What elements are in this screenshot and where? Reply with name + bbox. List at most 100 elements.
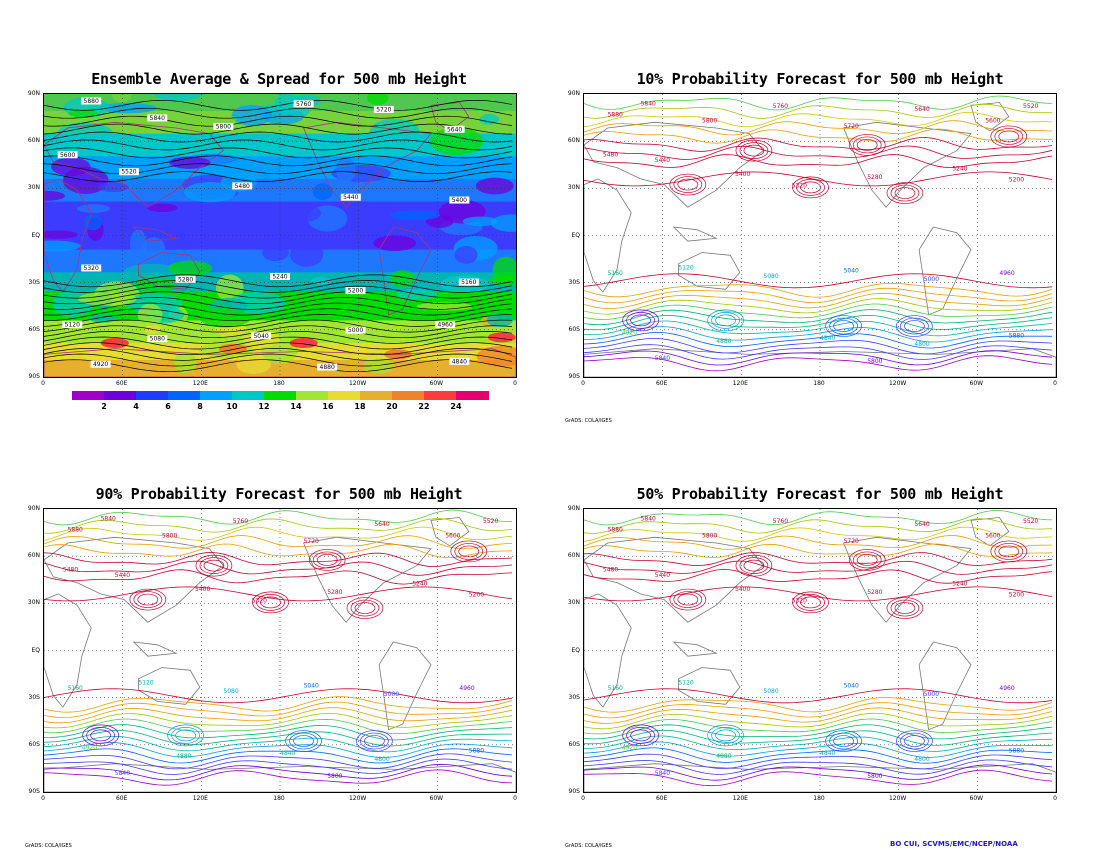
spread-fill-plot: 5880 5840 5800 5760 5720 5640 5600 5520 5480 5440…	[44, 94, 516, 377]
colorbar-tick-label: 10	[226, 402, 238, 411]
latitude-label: 60N	[27, 137, 40, 145]
colorbar-segment	[232, 391, 265, 400]
longitude-label: 120W	[888, 795, 907, 802]
svg-text:5040: 5040	[304, 682, 319, 689]
longitude-label: 0	[41, 795, 45, 802]
svg-text:5840: 5840	[641, 515, 656, 522]
svg-text:4800: 4800	[914, 341, 929, 348]
svg-text:5240: 5240	[952, 580, 967, 587]
svg-text:5000: 5000	[924, 276, 939, 283]
map-ensemble-average: 5880 5840 5800 5760 5720 5640 5600 5520 5480 5440…	[43, 93, 517, 378]
svg-text:4880: 4880	[716, 753, 731, 760]
longitude-label: 60W	[429, 795, 444, 802]
svg-text:5800: 5800	[702, 532, 717, 539]
longitude-label: 0	[513, 795, 517, 802]
svg-text:5880: 5880	[469, 747, 484, 754]
svg-text:5320: 5320	[252, 597, 267, 604]
latitude-label: 60S	[568, 740, 580, 748]
svg-text:5800: 5800	[216, 123, 231, 130]
longitude-label: 0	[1053, 795, 1057, 802]
latitude-label: 90S	[568, 788, 580, 795]
svg-text:5040: 5040	[844, 267, 859, 274]
svg-text:4840: 4840	[820, 750, 835, 757]
grads-stamp-3: GrADS: COLA/IGES	[565, 843, 612, 849]
svg-text:5440: 5440	[115, 572, 130, 579]
svg-text:5320: 5320	[792, 182, 807, 189]
svg-text:5840: 5840	[115, 770, 130, 777]
svg-text:5280: 5280	[327, 589, 342, 596]
latitude-label: 60N	[567, 552, 580, 560]
svg-text:5600: 5600	[985, 117, 1000, 124]
svg-text:5480: 5480	[63, 566, 78, 573]
svg-text:4960: 4960	[459, 685, 474, 692]
colorbar-segment	[168, 391, 201, 400]
svg-text:5640: 5640	[447, 126, 462, 133]
svg-text:4840: 4840	[280, 750, 295, 757]
colorbar-tick-label: 18	[354, 402, 366, 411]
longitude-label: 180	[813, 380, 825, 387]
latitude-label: 60S	[28, 325, 40, 333]
svg-text:5800: 5800	[702, 117, 717, 124]
longitude-label: 180	[813, 795, 825, 802]
svg-text:4960: 4960	[438, 322, 453, 329]
svg-text:5000: 5000	[348, 327, 363, 334]
latitude-label: 60S	[568, 325, 580, 333]
longitude-label: 60E	[655, 795, 668, 802]
svg-text:5200: 5200	[1009, 177, 1024, 184]
svg-text:5720: 5720	[376, 106, 391, 113]
colorbar-tick-label: 22	[418, 402, 430, 411]
svg-text:4920: 4920	[622, 745, 637, 752]
colorbar-tick-label: 2	[101, 402, 107, 411]
latitude-label: 30S	[568, 278, 580, 286]
svg-text:5200: 5200	[469, 592, 484, 599]
svg-text:5520: 5520	[121, 169, 136, 176]
svg-text:4920: 4920	[93, 361, 108, 368]
svg-text:5760: 5760	[233, 518, 248, 525]
latitude-label: 90S	[28, 373, 40, 380]
colorbar-tick-label: 12	[258, 402, 270, 411]
longitude-label: 60W	[969, 380, 984, 387]
colorbar-segment	[328, 391, 361, 400]
svg-text:5400: 5400	[195, 586, 210, 593]
latitude-label: 90N	[567, 90, 580, 97]
latitude-label: 30S	[28, 278, 40, 286]
svg-text:5600: 5600	[60, 152, 75, 159]
latitude-label: 30N	[27, 599, 40, 607]
svg-text:5880: 5880	[608, 112, 623, 119]
longitude-label: 0	[581, 380, 585, 387]
latitude-label: 90N	[27, 505, 40, 512]
longitude-label: 60W	[429, 380, 444, 387]
colorbar-tick-label: 14	[290, 402, 302, 411]
longitude-label: 120E	[192, 380, 208, 387]
svg-text:4800: 4800	[374, 756, 389, 763]
latitude-label: EQ	[31, 646, 40, 654]
colorbar-tick-label: 4	[133, 402, 139, 411]
longitude-label: 60E	[115, 380, 128, 387]
svg-text:5840: 5840	[655, 770, 670, 777]
svg-text:5520: 5520	[1023, 518, 1038, 525]
svg-text:5000: 5000	[924, 691, 939, 698]
latitude-label: 30S	[568, 693, 580, 701]
svg-text:5640: 5640	[374, 521, 389, 528]
svg-text:4880: 4880	[320, 364, 335, 371]
svg-text:5120: 5120	[678, 680, 693, 687]
colorbar-segment	[136, 391, 169, 400]
contour-plot: 5880 5840 5800 5760 5720 5640 5600 5520 5480 5440…	[584, 509, 1056, 792]
svg-text:4960: 4960	[999, 685, 1014, 692]
svg-text:5120: 5120	[138, 680, 153, 687]
grads-stamp-1: GrADS: COLA/IGES	[565, 418, 612, 424]
panel-title-10pct: 10% Probability Forecast for 500 mb Heig…	[636, 70, 1004, 88]
latitude-label: 90S	[568, 373, 580, 380]
svg-text:5200: 5200	[1009, 592, 1024, 599]
colorbar-segment	[296, 391, 329, 400]
svg-text:5120: 5120	[678, 265, 693, 272]
svg-text:5760: 5760	[773, 518, 788, 525]
latitude-label: 60N	[567, 137, 580, 145]
svg-text:5440: 5440	[655, 157, 670, 164]
latitude-label: EQ	[571, 231, 580, 239]
longitude-label: 120W	[348, 795, 367, 802]
latitude-label: 30N	[27, 184, 40, 192]
svg-text:5600: 5600	[445, 532, 460, 539]
svg-text:4840: 4840	[820, 335, 835, 342]
colorbar-tick-label: 16	[322, 402, 334, 411]
